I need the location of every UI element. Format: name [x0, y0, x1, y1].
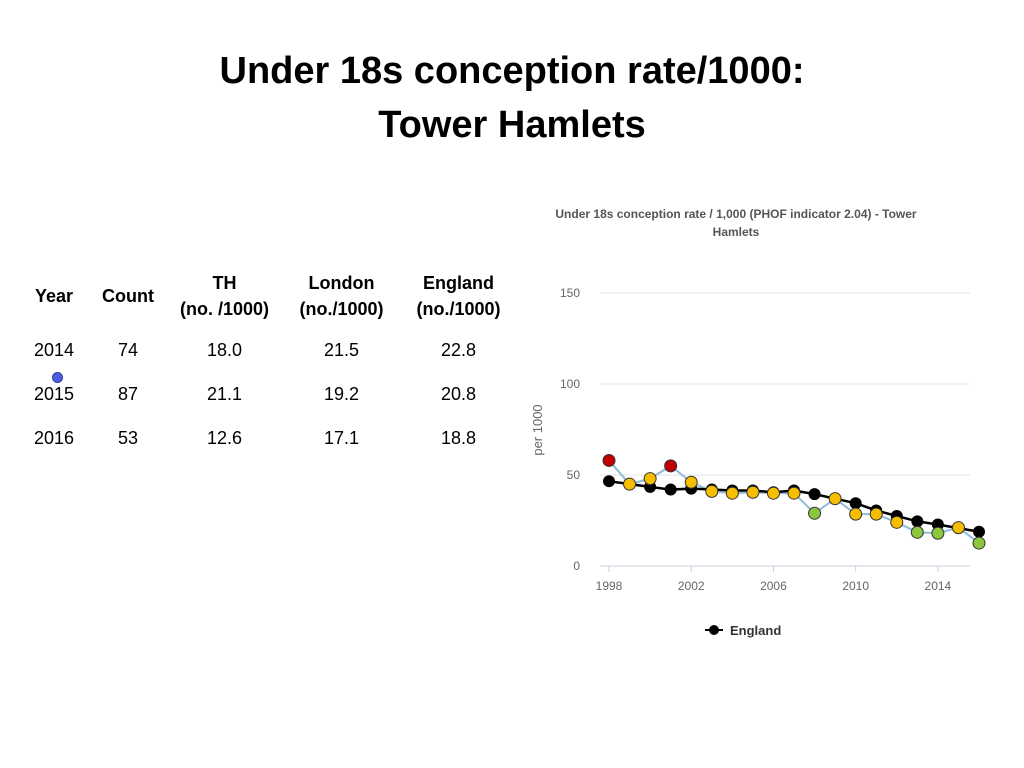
data-point-tower-hamlets[interactable]	[808, 506, 822, 520]
data-point-england[interactable]	[808, 488, 821, 501]
header-year: Year	[34, 286, 74, 306]
x-tick-label: 2006	[760, 579, 787, 593]
chart-legend[interactable]: England	[705, 623, 781, 638]
table-row: 2015 87 21.1 19.2 20.8	[18, 372, 517, 416]
slide-title: Under 18s conception rate/1000: Tower Ha…	[0, 44, 1024, 152]
cell-count: 53	[117, 427, 139, 448]
y-axis-label: per 1000	[530, 404, 545, 455]
data-point-tower-hamlets[interactable]	[910, 525, 924, 539]
cell-england: 18.8	[440, 427, 477, 448]
header-england: England (no./1000)	[416, 273, 501, 319]
cell-year: 2015	[33, 383, 75, 404]
data-point-tower-hamlets[interactable]	[664, 459, 678, 473]
data-point-tower-hamlets[interactable]	[705, 484, 719, 498]
data-point-tower-hamlets[interactable]	[684, 475, 698, 489]
data-point-tower-hamlets[interactable]	[828, 492, 842, 506]
data-point-england[interactable]	[664, 483, 677, 496]
data-point-tower-hamlets[interactable]	[972, 536, 986, 550]
cell-th: 21.1	[206, 383, 243, 404]
cell-count: 74	[117, 339, 139, 360]
x-tick-label: 1998	[596, 579, 623, 593]
cell-count: 87	[117, 383, 139, 404]
cursor-marker	[52, 372, 63, 383]
data-point-tower-hamlets[interactable]	[643, 472, 657, 486]
cell-th: 12.6	[206, 427, 243, 448]
slide-title-line1: Under 18s conception rate/1000:	[219, 50, 805, 92]
table-header-row: Year Count TH (no. /1000) London (no./1000…	[18, 266, 517, 328]
chart-title-line2: Hamlets	[713, 225, 760, 239]
y-tick-label: 150	[560, 286, 580, 300]
data-point-england[interactable]	[911, 515, 924, 528]
x-tick-label: 2002	[678, 579, 705, 593]
conception-data-table: Year Count TH (no. /1000) London (no./1000…	[18, 266, 517, 460]
data-point-tower-hamlets[interactable]	[766, 486, 780, 500]
cell-england: 20.8	[440, 383, 477, 404]
table-row: 2016 53 12.6 17.1 18.8	[18, 416, 517, 460]
table-row: 2014 74 18.0 21.5 22.8	[18, 328, 517, 372]
cell-london: 17.1	[323, 427, 360, 448]
x-tick-label: 2010	[842, 579, 869, 593]
data-point-tower-hamlets[interactable]	[890, 515, 904, 529]
data-point-tower-hamlets[interactable]	[746, 485, 760, 499]
data-point-england[interactable]	[973, 525, 985, 538]
conception-rate-chart: Under 18s conception rate / 1,000 (PHOF …	[530, 207, 986, 638]
data-point-tower-hamlets[interactable]	[869, 507, 883, 521]
y-tick-label: 0	[573, 559, 580, 573]
data-point-tower-hamlets[interactable]	[951, 521, 965, 535]
chart-title-line1: Under 18s conception rate / 1,000 (PHOF …	[555, 207, 917, 221]
cell-year: 2014	[33, 339, 75, 360]
data-point-tower-hamlets[interactable]	[787, 486, 801, 500]
legend-label-england: England	[730, 623, 781, 638]
data-point-tower-hamlets[interactable]	[623, 477, 637, 491]
x-tick-label: 2014	[925, 579, 952, 593]
legend-marker	[709, 625, 719, 635]
cell-england: 22.8	[440, 339, 477, 360]
cell-london: 21.5	[323, 339, 360, 360]
data-point-tower-hamlets[interactable]	[931, 526, 945, 540]
cell-london: 19.2	[323, 383, 360, 404]
data-point-england[interactable]	[603, 475, 615, 488]
y-tick-label: 50	[567, 468, 581, 482]
data-point-england[interactable]	[849, 497, 862, 510]
header-th: TH (no. /1000)	[179, 273, 270, 319]
data-point-tower-hamlets[interactable]	[602, 453, 616, 467]
header-london: London (no./1000)	[299, 273, 384, 319]
y-tick-label: 100	[560, 377, 580, 391]
header-count: Count	[102, 286, 154, 306]
slide-title-line2: Tower Hamlets	[378, 104, 646, 146]
cell-year: 2016	[33, 427, 75, 448]
data-point-tower-hamlets[interactable]	[849, 507, 863, 521]
data-point-tower-hamlets[interactable]	[725, 486, 739, 500]
cell-th: 18.0	[206, 339, 243, 360]
